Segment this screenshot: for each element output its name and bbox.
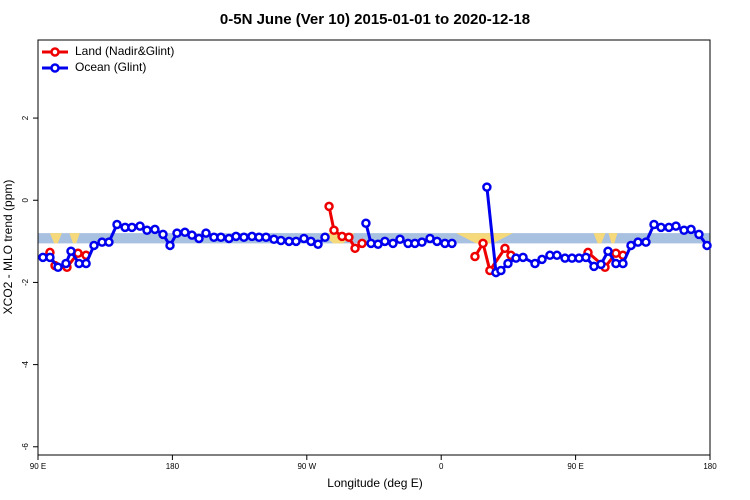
legend-label: Land (Nadir&Glint)	[75, 44, 174, 58]
point	[478, 238, 488, 249]
point	[537, 254, 547, 265]
point	[518, 252, 528, 263]
point	[686, 224, 696, 235]
point	[158, 229, 168, 240]
band-highlight	[608, 233, 618, 244]
point	[135, 221, 145, 231]
point	[581, 252, 591, 263]
band-highlight	[593, 233, 606, 244]
point	[291, 236, 301, 247]
point	[503, 258, 513, 269]
point	[447, 238, 457, 249]
point	[496, 265, 506, 276]
point	[313, 239, 323, 249]
point	[596, 259, 606, 270]
point	[344, 232, 354, 242]
point	[530, 258, 540, 269]
point	[671, 221, 681, 231]
x-tick-label: 180	[703, 462, 717, 471]
x-tick-label: 180	[166, 462, 180, 471]
point	[482, 182, 492, 192]
point	[216, 232, 226, 242]
point	[361, 218, 371, 229]
y-tick-label: -6	[21, 443, 30, 451]
point	[395, 234, 405, 245]
point	[261, 232, 271, 242]
point	[329, 225, 339, 235]
point	[150, 224, 160, 235]
point	[702, 240, 712, 251]
point	[127, 222, 137, 233]
point	[618, 258, 628, 269]
band	[38, 233, 710, 244]
band-highlight	[69, 233, 80, 244]
x-tick-label: 90 W	[297, 462, 316, 471]
point	[357, 238, 367, 249]
point	[388, 238, 398, 249]
point	[112, 219, 122, 230]
legend-marker	[50, 63, 60, 73]
y-tick-label: 0	[21, 197, 30, 202]
chart-title: 0-5N June (Ver 10) 2015-01-01 to 2020-12…	[220, 11, 530, 28]
point	[694, 229, 704, 240]
point	[165, 240, 175, 251]
point	[470, 251, 480, 262]
point	[641, 237, 651, 247]
point	[432, 236, 442, 247]
point	[172, 228, 182, 238]
point	[201, 228, 211, 238]
point	[324, 201, 334, 212]
point	[656, 222, 666, 233]
point	[417, 237, 427, 247]
point	[53, 262, 63, 272]
x-tick-label: 0	[439, 462, 444, 471]
point	[61, 258, 71, 269]
point	[633, 237, 643, 247]
point	[500, 243, 510, 254]
point	[104, 237, 114, 247]
point	[276, 235, 286, 246]
point	[239, 232, 249, 242]
point	[320, 232, 330, 242]
point	[89, 240, 99, 251]
x-tick-label: 90 E	[567, 462, 583, 471]
y-axis-label: XCO2 - MLO trend (ppm)	[1, 180, 15, 315]
point	[194, 233, 204, 244]
x-axis-label: Longitude (deg E)	[327, 476, 422, 490]
y-tick-label: -2	[21, 278, 30, 286]
point	[626, 240, 636, 251]
point	[66, 246, 76, 256]
point	[81, 258, 91, 269]
band-highlight	[456, 233, 513, 244]
y-tick-label: 2	[21, 115, 30, 120]
point	[350, 243, 360, 254]
legend-marker	[50, 47, 60, 57]
x-tick-label: 90 E	[30, 462, 46, 471]
point	[380, 236, 390, 247]
point	[187, 230, 197, 240]
point	[603, 246, 613, 256]
legend-label: Ocean (Glint)	[75, 60, 146, 74]
point	[142, 225, 152, 235]
point	[45, 252, 55, 263]
y-tick-label: -4	[21, 361, 30, 369]
band-highlight	[49, 233, 62, 244]
point	[231, 231, 241, 242]
point	[552, 250, 562, 261]
